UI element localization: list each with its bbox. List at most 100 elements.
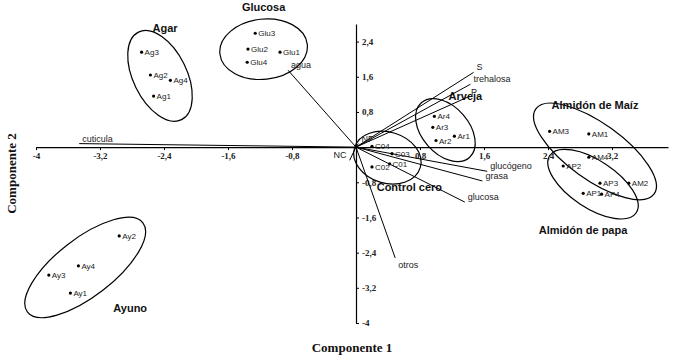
point-label: Ay1 [73,289,87,298]
point [433,115,436,118]
point [278,51,281,54]
point [152,95,155,98]
loading-label: S [477,62,483,72]
tick-label: -2,4 [157,152,172,162]
point-label: AM4 [592,153,609,162]
point [69,292,72,295]
point-label: Ag1 [157,92,172,101]
tick: -1,6 [356,213,377,223]
point [77,264,80,267]
loading-label: trehalosa [473,74,510,84]
point [246,47,249,50]
tick-mark [100,147,101,150]
tick: -3,2 [93,147,108,161]
point [562,164,565,167]
tick-label: -0,8 [285,152,300,162]
group-ellipses [10,14,671,334]
group-ellipse [537,136,650,233]
tick: -0,8 [285,147,300,161]
point [118,234,121,237]
y-axis-title: Componente 2 [4,133,19,214]
axis-line [356,25,357,324]
group-label: Arveja [449,90,484,102]
tick-mark [356,182,359,183]
loading-vector [356,144,358,148]
tick-label: -2,4 [362,248,377,258]
tick-label: -4 [33,152,41,162]
point-label: Ay4 [81,262,95,271]
tick-label: -1,6 [221,152,236,162]
tick-label: 1,6 [362,72,374,82]
x-axis-title: Componente 1 [312,340,393,355]
tick: -2,4 [356,248,377,258]
point-label: Ar4 [437,112,450,121]
point-label: AP3 [603,179,619,188]
tick-mark [356,288,359,289]
group-label: Ayuno [113,302,147,314]
point-label: Glu4 [250,58,267,67]
point [587,132,590,135]
tick-mark [612,147,613,150]
tick-label: -4 [362,318,370,328]
loading-vector [356,97,468,147]
point [246,61,249,64]
point [47,273,50,276]
tick-mark [420,147,421,150]
tick: 0,8 [356,107,374,117]
point-label: Ar2 [439,137,452,146]
loading-vector [350,147,356,160]
tick: 1,6 [356,72,374,82]
tick-label: 1,6 [479,152,491,162]
point-label: Ag2 [153,71,168,80]
tick-mark [356,217,359,218]
point [582,192,585,195]
tick: -3,2 [356,283,377,293]
point [627,182,630,185]
loading-label: NF [361,134,373,144]
point-label: Ar3 [436,123,449,132]
point-label: AM1 [592,130,609,139]
labels: Ag3Ag2Ag4Ag1Glu3Glu2Glu1Glu4Ay2Ay4Ay3Ay1… [52,29,649,298]
tick-label: -1,6 [362,213,377,223]
loading-label: glucosa [468,192,499,202]
point [431,126,434,129]
tick-label: 0,8 [362,107,374,117]
loading-vector [79,144,356,148]
point-label: Ar1 [457,132,470,141]
tick-mark [356,42,359,43]
point [587,156,590,159]
group-ellipse [404,87,487,173]
tick-mark [356,253,359,254]
point [434,139,437,142]
group-ellipse [114,20,205,131]
tick: -1,6 [221,147,236,161]
point-label: Ay3 [52,271,66,280]
tick: 2,4 [356,37,374,47]
group-labels: AgarGlucosaAyunoArvejaControl ceroAlmidó… [113,1,639,314]
tick: 1,6 [479,147,491,161]
loading-label: glucógeno [490,161,532,171]
group-ellipse [217,14,311,83]
point-label: AP2 [566,162,582,171]
loading-label: cuticula [82,134,113,144]
point [370,145,373,148]
point [149,73,152,76]
point-label: Glu1 [283,48,300,57]
point-label: Ay2 [122,232,136,241]
tick: -4 [33,147,41,161]
group-label: Almidón de Maíz [552,99,639,111]
tick-mark [356,323,359,324]
tick: -4 [356,318,370,328]
group-label: Control cero [377,181,443,193]
tick: -2,4 [157,147,172,161]
point [254,32,257,35]
group-label: Agar [152,22,178,34]
tick-mark [356,77,359,78]
tick-label: 3,2 [607,152,619,162]
group-label: Almidón de papa [539,224,629,236]
x-axis: -4-3,2-2,4-1,6-0,80,81,62,43,2 [33,147,669,161]
group-ellipse [519,86,670,217]
point [370,165,373,168]
point-label: C04 [375,142,390,151]
loading-vector [356,72,474,147]
